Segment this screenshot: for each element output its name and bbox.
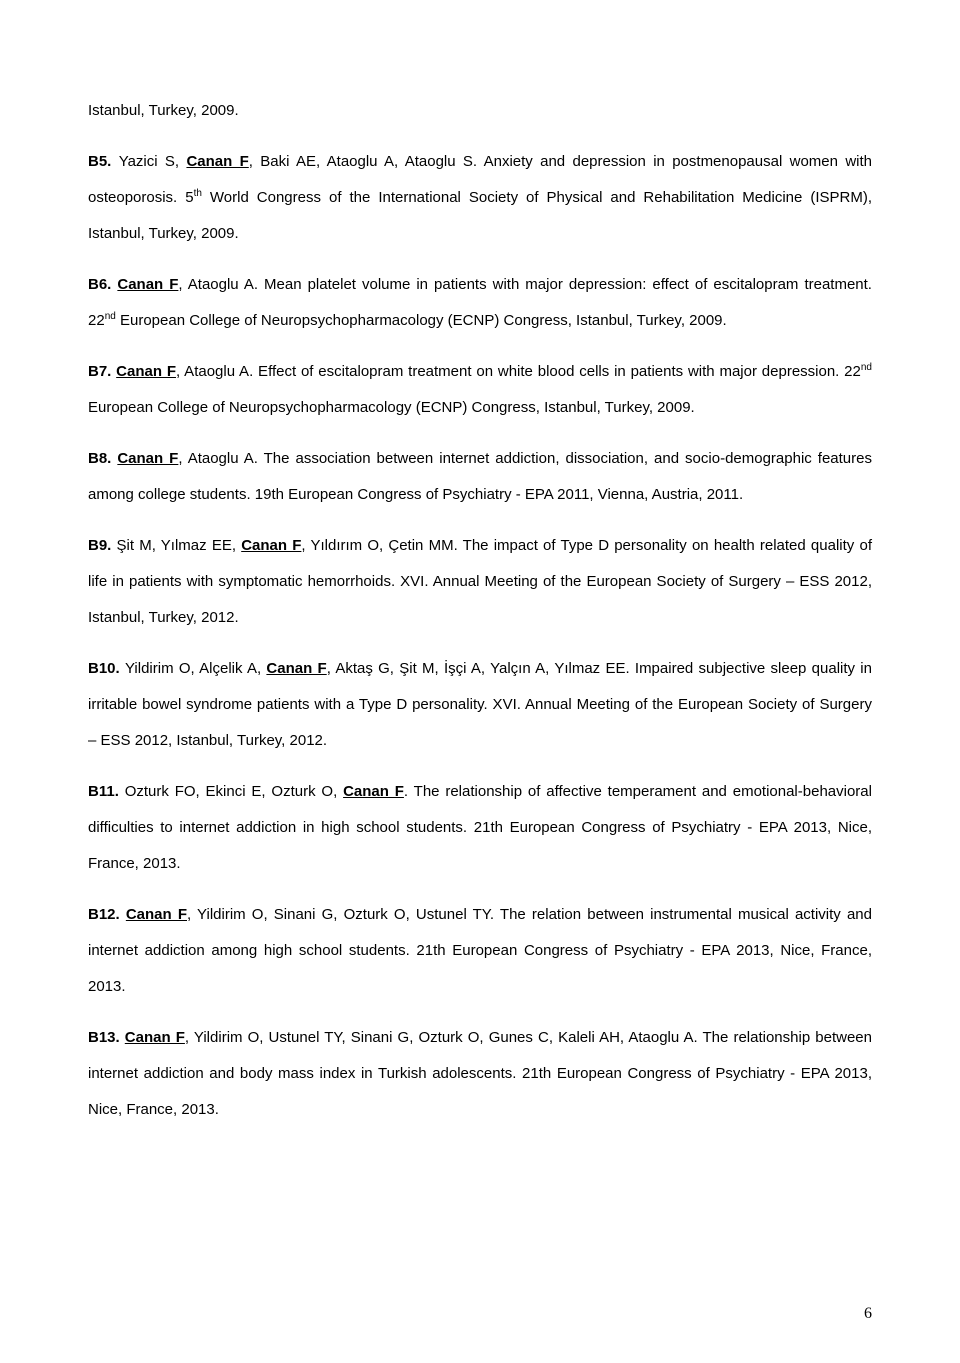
ref-text: European College of Neuropsychopharmacol… — [116, 312, 727, 329]
author-main: Canan F — [266, 660, 326, 677]
ref-label: B12. — [88, 906, 126, 923]
author-main: Canan F — [126, 906, 187, 923]
reference-b6: B6. Canan F, Ataoglu A. Mean platelet vo… — [88, 267, 872, 339]
document-page: Istanbul, Turkey, 2009. B5. Yazici S, Ca… — [0, 0, 960, 1363]
reference-b11: B11. Ozturk FO, Ekinci E, Ozturk O, Cana… — [88, 774, 872, 882]
authors-pre: Şit M, Yılmaz EE, — [117, 537, 242, 554]
ref-label: B11. — [88, 783, 125, 800]
reference-b8: B8. Canan F, Ataoglu A. The association … — [88, 441, 872, 513]
ref-text: , Ataoglu A. Effect of escitalopram trea… — [176, 363, 861, 380]
authors-pre: Ozturk FO, Ekinci E, Ozturk O, — [125, 783, 343, 800]
author-main: Canan F — [117, 450, 178, 467]
author-main: Canan F — [343, 783, 404, 800]
page-number: 6 — [864, 1305, 872, 1323]
author-main: Canan F — [116, 363, 176, 380]
ref-tail: World Congress of the International Soci… — [88, 189, 872, 242]
superscript: nd — [105, 311, 116, 322]
reference-b5: B5. Yazici S, Canan F, Baki AE, Ataoglu … — [88, 144, 872, 252]
reference-b13: B13. Canan F, Yildirim O, Ustunel TY, Si… — [88, 1020, 872, 1128]
ref-text: , Ataoglu A. The association between int… — [88, 450, 872, 503]
authors-pre: Yildirim O, Alçelik A, — [125, 660, 266, 677]
intro-text: Istanbul, Turkey, 2009. — [88, 93, 872, 129]
superscript: nd — [861, 362, 872, 373]
reference-b7: B7. Canan F, Ataoglu A. Effect of escita… — [88, 354, 872, 426]
ref-label: B13. — [88, 1029, 125, 1046]
ref-label: B5. — [88, 153, 119, 170]
ref-label: B7. — [88, 363, 116, 380]
ref-text: , Yildirim O, Sinani G, Ozturk O, Ustune… — [88, 906, 872, 995]
ref-label: B10. — [88, 660, 125, 677]
authors-pre: Yazici S, — [119, 153, 187, 170]
ref-label: B8. — [88, 450, 117, 467]
author-main: Canan F — [241, 537, 301, 554]
ref-text: European College of Neuropsychopharmacol… — [88, 399, 695, 416]
ref-label: B6. — [88, 276, 117, 293]
reference-b12: B12. Canan F, Yildirim O, Sinani G, Oztu… — [88, 897, 872, 1005]
superscript: th — [194, 188, 202, 199]
reference-b10: B10. Yildirim O, Alçelik A, Canan F, Akt… — [88, 651, 872, 759]
author-main: Canan F — [117, 276, 178, 293]
ref-text: , Yildirim O, Ustunel TY, Sinani G, Oztu… — [88, 1029, 872, 1118]
reference-b9: B9. Şit M, Yılmaz EE, Canan F, Yıldırım … — [88, 528, 872, 636]
ref-label: B9. — [88, 537, 117, 554]
author-main: Canan F — [186, 153, 248, 170]
author-main: Canan F — [125, 1029, 185, 1046]
